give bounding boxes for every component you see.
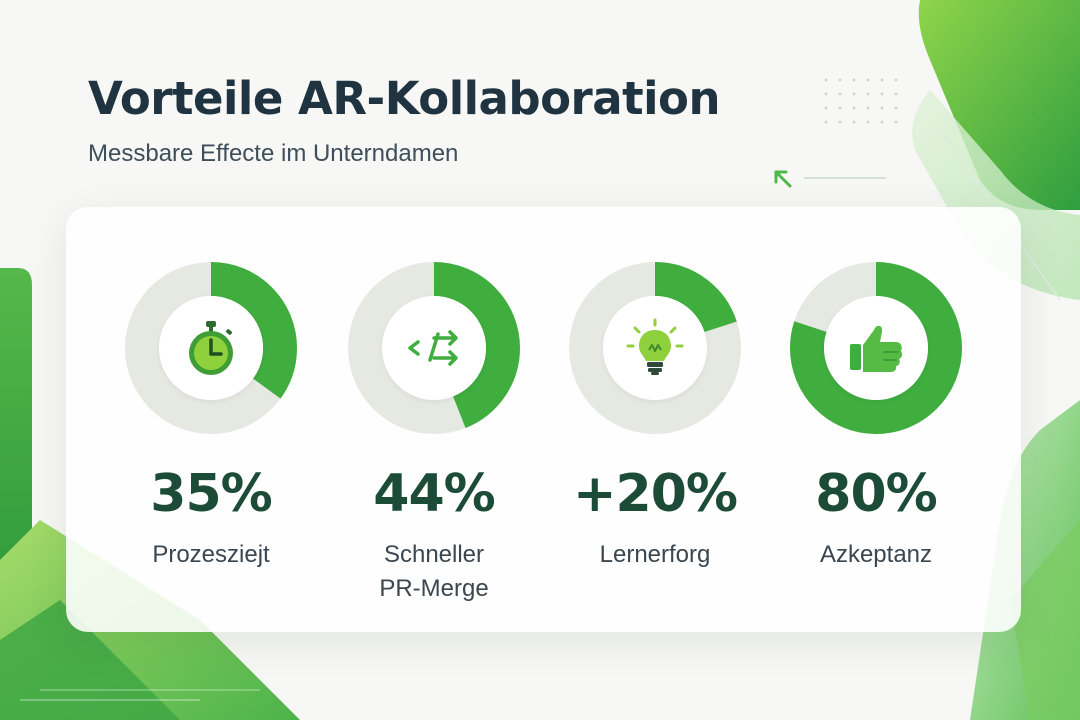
ring-arc-1 xyxy=(125,262,297,434)
metric-value-1: 35% xyxy=(150,464,272,524)
donut-ring-2 xyxy=(348,262,520,434)
metric-label-3: Lernerforg xyxy=(599,541,711,568)
ring-arc-2 xyxy=(348,262,520,434)
ring-arc-4 xyxy=(790,262,962,434)
metric-label-2: Schneller PR-Merge xyxy=(379,541,489,602)
stopwatch-icon xyxy=(189,321,233,375)
code-arrows-icon xyxy=(408,330,458,366)
page-title: Vorteile AR-Kollaboration xyxy=(88,72,720,125)
metric-value-2: 44% xyxy=(373,464,495,524)
donut-ring-4 xyxy=(790,262,962,434)
icon-badge xyxy=(159,296,263,400)
icon-badge xyxy=(824,296,928,400)
metric-value-4: 80% xyxy=(815,464,937,524)
lightbulb-icon xyxy=(626,318,684,375)
page-subtitle: Messbare Effecte im Unterndamen xyxy=(88,140,459,167)
metric-label-4: Azkeptanz xyxy=(819,541,933,568)
dot-grid-decoration xyxy=(824,78,898,124)
metric-value-3: +20% xyxy=(572,464,738,524)
donut-ring-3 xyxy=(569,262,741,434)
metric-label-1: Prozesziejt xyxy=(152,541,270,568)
icon-badge xyxy=(603,296,707,400)
ring-arc-3 xyxy=(569,262,741,434)
thumbs-up-icon xyxy=(850,325,903,372)
icon-badge xyxy=(382,296,486,400)
donut-ring-1 xyxy=(125,262,297,434)
